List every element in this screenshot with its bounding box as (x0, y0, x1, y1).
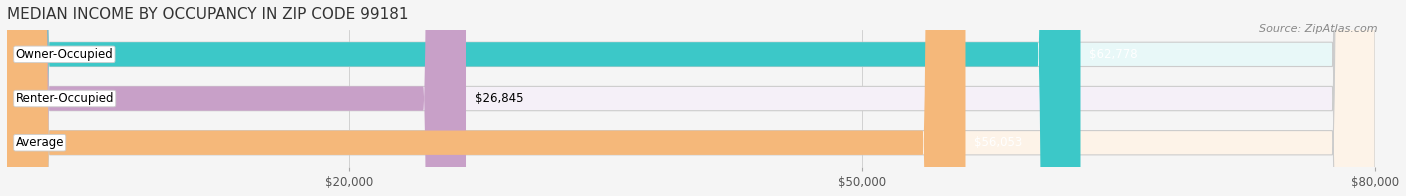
Text: Renter-Occupied: Renter-Occupied (15, 92, 114, 105)
FancyBboxPatch shape (7, 0, 1375, 196)
FancyBboxPatch shape (7, 0, 465, 196)
Text: Owner-Occupied: Owner-Occupied (15, 48, 114, 61)
Text: $56,053: $56,053 (974, 136, 1022, 149)
Text: $62,778: $62,778 (1090, 48, 1137, 61)
Text: Source: ZipAtlas.com: Source: ZipAtlas.com (1260, 24, 1378, 34)
FancyBboxPatch shape (7, 0, 1375, 196)
Text: MEDIAN INCOME BY OCCUPANCY IN ZIP CODE 99181: MEDIAN INCOME BY OCCUPANCY IN ZIP CODE 9… (7, 7, 409, 22)
Text: $26,845: $26,845 (475, 92, 523, 105)
FancyBboxPatch shape (7, 0, 1375, 196)
FancyBboxPatch shape (7, 0, 1080, 196)
FancyBboxPatch shape (7, 0, 966, 196)
Text: Average: Average (15, 136, 65, 149)
